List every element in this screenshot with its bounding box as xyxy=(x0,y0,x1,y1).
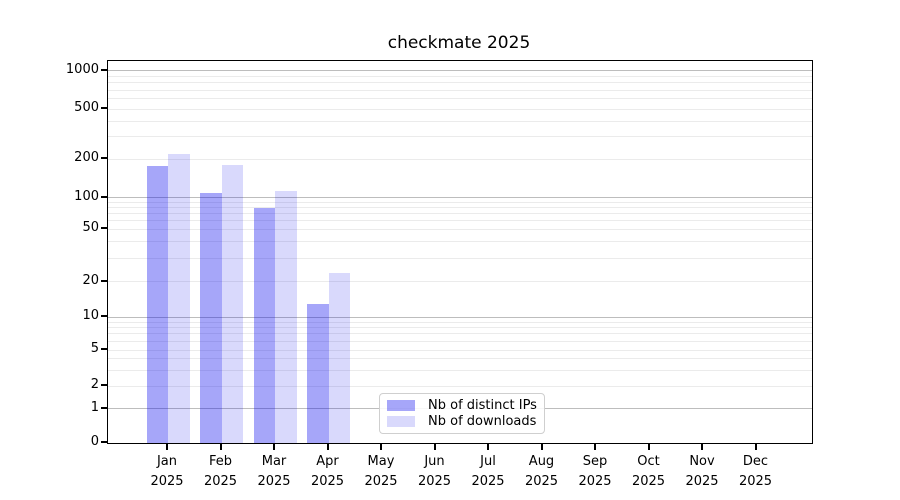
y-tick-20 xyxy=(101,279,107,282)
bar-feb-nb-of-distinct-ips xyxy=(200,193,222,443)
minor-gridline-20 xyxy=(108,281,812,282)
bar-apr-nb-of-downloads xyxy=(328,273,350,443)
x-tick-label-jan: Jan 2025 xyxy=(150,454,184,489)
y-tick-label-2: 2 xyxy=(90,377,99,392)
minor-gridline-5 xyxy=(108,349,812,351)
x-tick-jul xyxy=(487,444,489,450)
x-tick-label-nov: Nov 2025 xyxy=(685,454,719,489)
y-tick-5 xyxy=(101,348,107,350)
minor-gridline-7 xyxy=(108,333,812,335)
bar-feb-nb-of-downloads xyxy=(221,164,243,443)
minor-gridline-3 xyxy=(108,369,812,371)
minor-gridline-700 xyxy=(108,89,812,91)
x-tick-jun xyxy=(433,444,436,450)
minor-gridline-70 xyxy=(108,213,812,215)
x-tick-label-may: May 2025 xyxy=(364,454,398,489)
minor-gridline-80 xyxy=(108,207,812,209)
bar-mar-nb-of-distinct-ips xyxy=(253,207,275,443)
y-tick-label-500: 500 xyxy=(74,100,99,115)
y-tick-1 xyxy=(101,406,107,409)
x-tick-label-sep: Sep 2025 xyxy=(578,454,612,489)
bar-jan-nb-of-distinct-ips xyxy=(146,166,168,443)
minor-gridline-2 xyxy=(108,385,812,387)
legend-label-downloads: Nb of downloads xyxy=(428,414,537,429)
x-tick-label-jul: Jul 2025 xyxy=(471,454,505,489)
bar-jan-nb-of-downloads xyxy=(168,153,190,443)
minor-gridline-900 xyxy=(108,75,812,77)
legend-label-distinct-ips: Nb of distinct IPs xyxy=(428,398,537,413)
y-tick-label-0: 0 xyxy=(90,434,99,449)
y-tick-0 xyxy=(101,441,107,443)
x-tick-label-apr: Apr 2025 xyxy=(310,454,345,489)
bar-mar-nb-of-downloads xyxy=(275,191,297,443)
legend-item-downloads: Nb of downloads xyxy=(387,414,536,429)
minor-gridline-200 xyxy=(108,158,812,160)
minor-gridline-40 xyxy=(108,241,812,243)
minor-gridline-300 xyxy=(108,136,812,138)
x-tick-label-dec: Dec 2025 xyxy=(738,454,773,489)
y-tick-label-5: 5 xyxy=(90,341,99,356)
y-tick-2 xyxy=(101,384,107,386)
x-tick-aug xyxy=(540,444,543,450)
x-tick-feb xyxy=(219,444,222,450)
y-tick-100 xyxy=(101,195,107,198)
minor-gridline-600 xyxy=(108,98,812,100)
y-tick-label-100: 100 xyxy=(74,188,99,204)
major-gridline-100 xyxy=(108,197,812,198)
y-tick-10 xyxy=(101,315,107,317)
x-tick-label-oct: Oct 2025 xyxy=(631,454,666,489)
minor-gridline-8 xyxy=(108,327,812,329)
y-tick-500 xyxy=(101,107,107,109)
minor-gridline-9 xyxy=(108,321,812,323)
x-tick-label-aug: Aug 2025 xyxy=(524,454,559,489)
x-tick-label-feb: Feb 2025 xyxy=(203,454,238,489)
y-tick-200 xyxy=(101,157,107,159)
x-tick-sep xyxy=(594,444,596,450)
x-tick-label-jun: Jun 2025 xyxy=(417,454,452,489)
minor-gridline-90 xyxy=(108,201,812,203)
minor-gridline-60 xyxy=(108,220,812,222)
y-tick-label-10: 10 xyxy=(82,308,99,323)
y-tick-label-1000: 1000 xyxy=(65,61,99,77)
major-gridline-1000 xyxy=(108,70,812,71)
x-tick-dec xyxy=(754,444,757,450)
downloads-swatch-icon xyxy=(387,416,415,427)
y-tick-label-20: 20 xyxy=(82,272,99,288)
x-tick-label-mar: Mar 2025 xyxy=(257,454,291,489)
legend-item-distinct-ips: Nb of distinct IPs xyxy=(387,398,537,413)
minor-gridline-400 xyxy=(108,120,812,122)
minor-gridline-50 xyxy=(108,228,812,230)
distinct-ips-swatch-icon xyxy=(387,400,415,411)
x-tick-oct xyxy=(647,444,650,450)
y-tick-label-50: 50 xyxy=(82,220,99,235)
y-tick-label-200: 200 xyxy=(74,150,99,165)
plot-area xyxy=(107,60,813,444)
x-tick-mar xyxy=(273,444,275,450)
x-tick-nov xyxy=(701,444,703,450)
minor-gridline-30 xyxy=(108,257,812,259)
x-tick-may xyxy=(380,444,382,450)
chart-title: checkmate 2025 xyxy=(387,33,531,53)
y-tick-50 xyxy=(101,227,107,229)
legend: Nb of distinct IPs Nb of downloads xyxy=(379,393,545,434)
minor-gridline-500 xyxy=(108,108,812,110)
minor-gridline-4 xyxy=(108,358,812,360)
x-tick-jan xyxy=(166,444,168,450)
y-tick-1000 xyxy=(101,68,107,71)
bar-apr-nb-of-distinct-ips xyxy=(307,303,329,443)
x-tick-apr xyxy=(326,444,329,450)
major-gridline-10 xyxy=(108,316,812,318)
minor-gridline-6 xyxy=(108,340,812,342)
minor-gridline-800 xyxy=(108,82,812,84)
y-tick-label-1: 1 xyxy=(90,399,99,415)
